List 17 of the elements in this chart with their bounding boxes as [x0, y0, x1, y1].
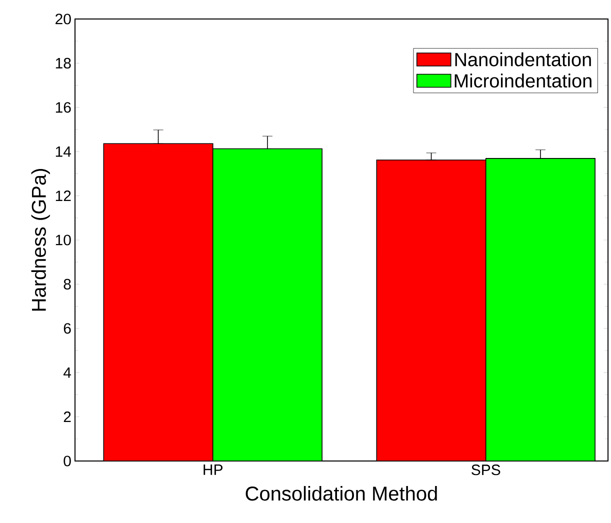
- legend-label: Microindentation: [454, 74, 592, 88]
- y-tick-label: 20: [56, 14, 71, 24]
- y-tick-label: 16: [56, 102, 71, 113]
- x-axis-title: Consolidation Method: [246, 486, 437, 501]
- y-tick-label: 8: [64, 278, 71, 290]
- y-tick-label: 6: [64, 323, 71, 334]
- y-tick-label: 12: [56, 190, 71, 202]
- x-tick-label: SPS: [472, 464, 500, 476]
- y-tick-label: 10: [56, 234, 71, 246]
- y-axis-title: Hardness (GPa): [31, 169, 50, 311]
- y-tick-label: 0: [64, 456, 71, 466]
- y-tick-label: 4: [63, 367, 72, 378]
- y-tick-label: 2: [64, 412, 71, 422]
- y-tick-label: 18: [56, 58, 71, 69]
- legend-label: Nanoindentation: [455, 52, 591, 66]
- x-tick-label: HP: [204, 464, 222, 475]
- y-tick-label: 14: [56, 146, 72, 157]
